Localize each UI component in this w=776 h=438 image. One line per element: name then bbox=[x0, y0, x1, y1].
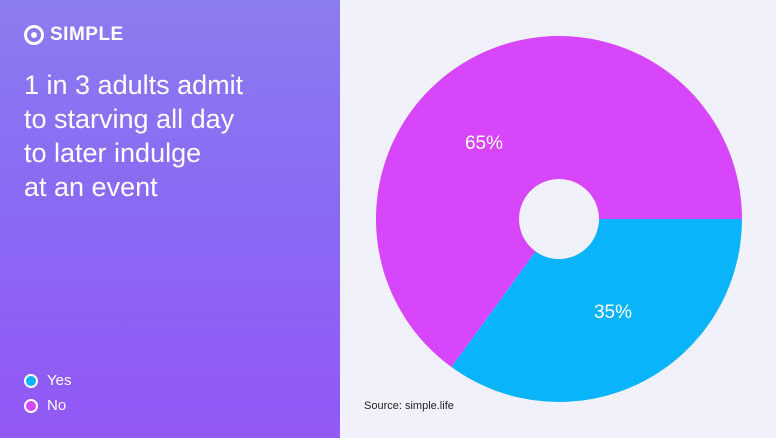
legend-item-yes: Yes bbox=[24, 368, 71, 393]
page-title: 1 in 3 adults admit to starving all day … bbox=[24, 70, 244, 202]
legend-dot-no-icon bbox=[24, 398, 38, 413]
legend-item-no: No bbox=[24, 393, 71, 418]
slice-label-no: 65% bbox=[465, 133, 503, 154]
legend-dot-yes-icon bbox=[24, 373, 38, 388]
pie-chart: 35% 65% bbox=[376, 35, 742, 402]
legend-label-yes: Yes bbox=[47, 372, 72, 389]
chart-legend: Yes No bbox=[24, 368, 71, 418]
pie-center-hole bbox=[519, 179, 599, 259]
chart-panel: 35% 65% Source: simple.life bbox=[340, 0, 776, 438]
source-note: Source: simple.life bbox=[364, 400, 454, 412]
brand: SIMPLE bbox=[24, 24, 124, 46]
left-panel: SIMPLE 1 in 3 adults admit to starving a… bbox=[0, 0, 340, 438]
legend-label-no: No bbox=[47, 397, 67, 414]
slice-label-yes: 35% bbox=[594, 302, 632, 323]
brand-name: SIMPLE bbox=[50, 24, 124, 45]
simple-logo-icon bbox=[24, 25, 44, 45]
pie-slice-yes bbox=[451, 219, 742, 402]
